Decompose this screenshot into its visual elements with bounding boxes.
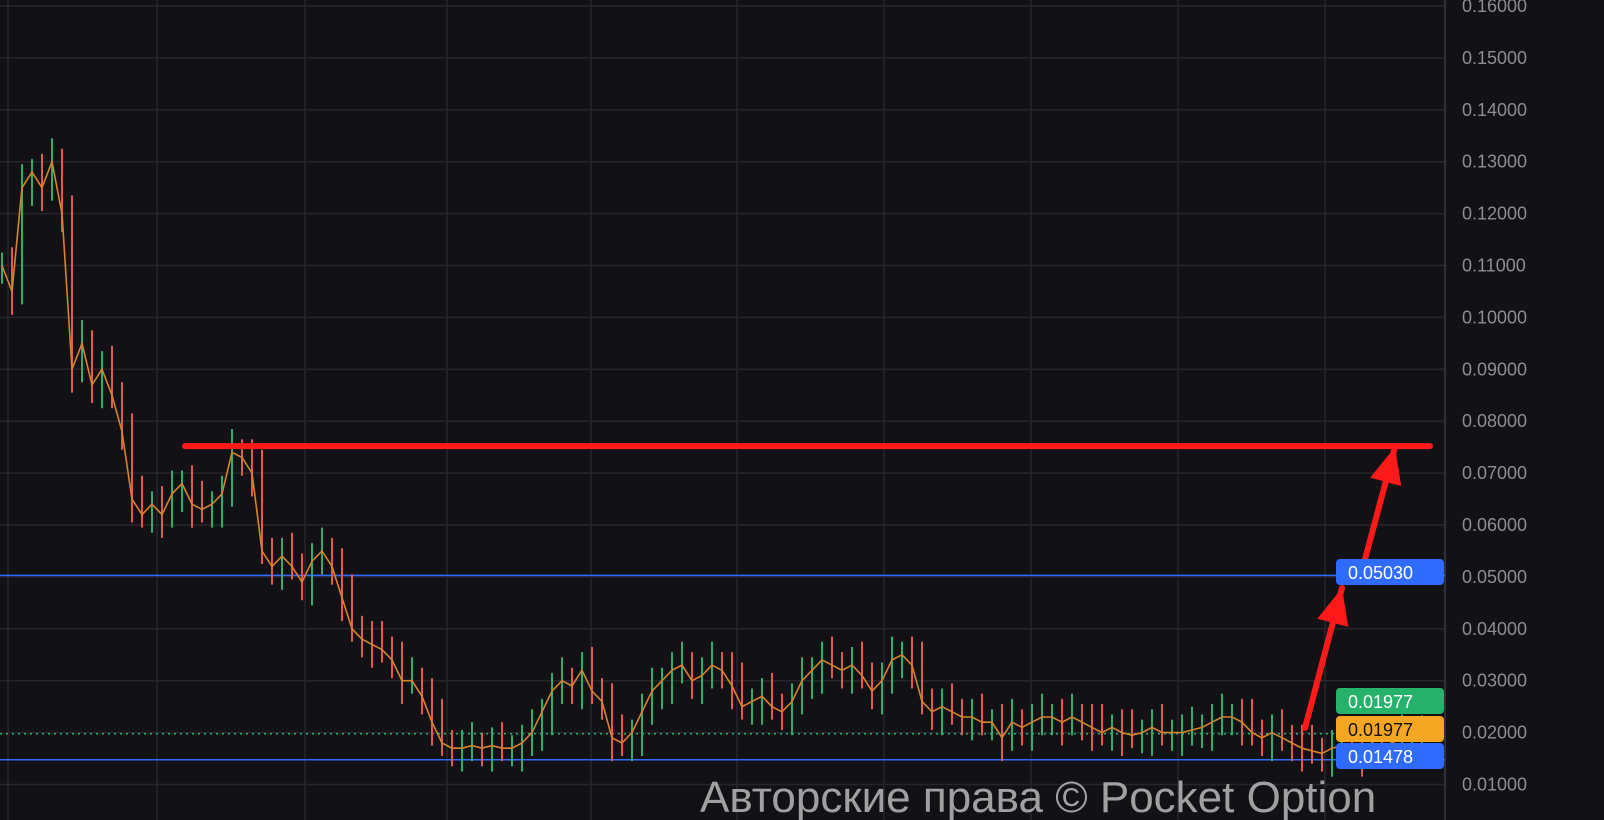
blue-upper-price-badge-label: 0.05030: [1348, 563, 1413, 583]
arrow-head-icon: [1370, 447, 1402, 486]
price-tick-label: 0.09000: [1462, 359, 1527, 379]
blue-lower-price-badge: [1336, 743, 1444, 769]
current-price-badge-label: 0.01977: [1348, 692, 1413, 712]
watermark: Авторские права © Pocket Option: [700, 773, 1376, 820]
price-tick-label: 0.14000: [1462, 100, 1527, 120]
price-tick-label: 0.08000: [1462, 411, 1527, 431]
price-tick-label: 0.07000: [1462, 463, 1527, 483]
price-axis[interactable]: 0.16000 0.15000 0.14000 0.13000 0.12000 0.110…: [1462, 0, 1527, 795]
price-tick-label: 0.11000: [1462, 256, 1526, 276]
price-tick-label: 0.03000: [1462, 671, 1527, 691]
price-badges: 0.05030 0.01977 0.01977 0.01478: [1336, 559, 1444, 769]
price-tick-label: 0.12000: [1462, 204, 1527, 224]
price-tick-label: 0.06000: [1462, 515, 1527, 535]
price-tick-label: 0.04000: [1462, 619, 1527, 639]
price-tick-label: 0.16000: [1462, 0, 1527, 16]
drawings[interactable]: [182, 443, 1433, 731]
price-tick-label: 0.05000: [1462, 567, 1527, 587]
arrow-head-icon: [1317, 588, 1349, 627]
price-tick-label: 0.02000: [1462, 723, 1527, 743]
blue-lower-price-badge-label: 0.01478: [1348, 747, 1413, 767]
price-tick-label: 0.15000: [1462, 48, 1527, 68]
timer-price-badge: [1336, 716, 1444, 742]
blue-upper-price-badge: [1336, 559, 1444, 585]
close-line: [1, 158, 1423, 755]
grid: [0, 0, 1445, 820]
price-tick-label: 0.01000: [1462, 775, 1527, 795]
level-lines: [0, 574, 1445, 761]
price-tick-label: 0.10000: [1462, 307, 1527, 327]
current-price-badge: [1336, 688, 1444, 714]
timer-price-badge-label: 0.01977: [1348, 720, 1413, 740]
price-tick-label: 0.13000: [1462, 152, 1527, 172]
